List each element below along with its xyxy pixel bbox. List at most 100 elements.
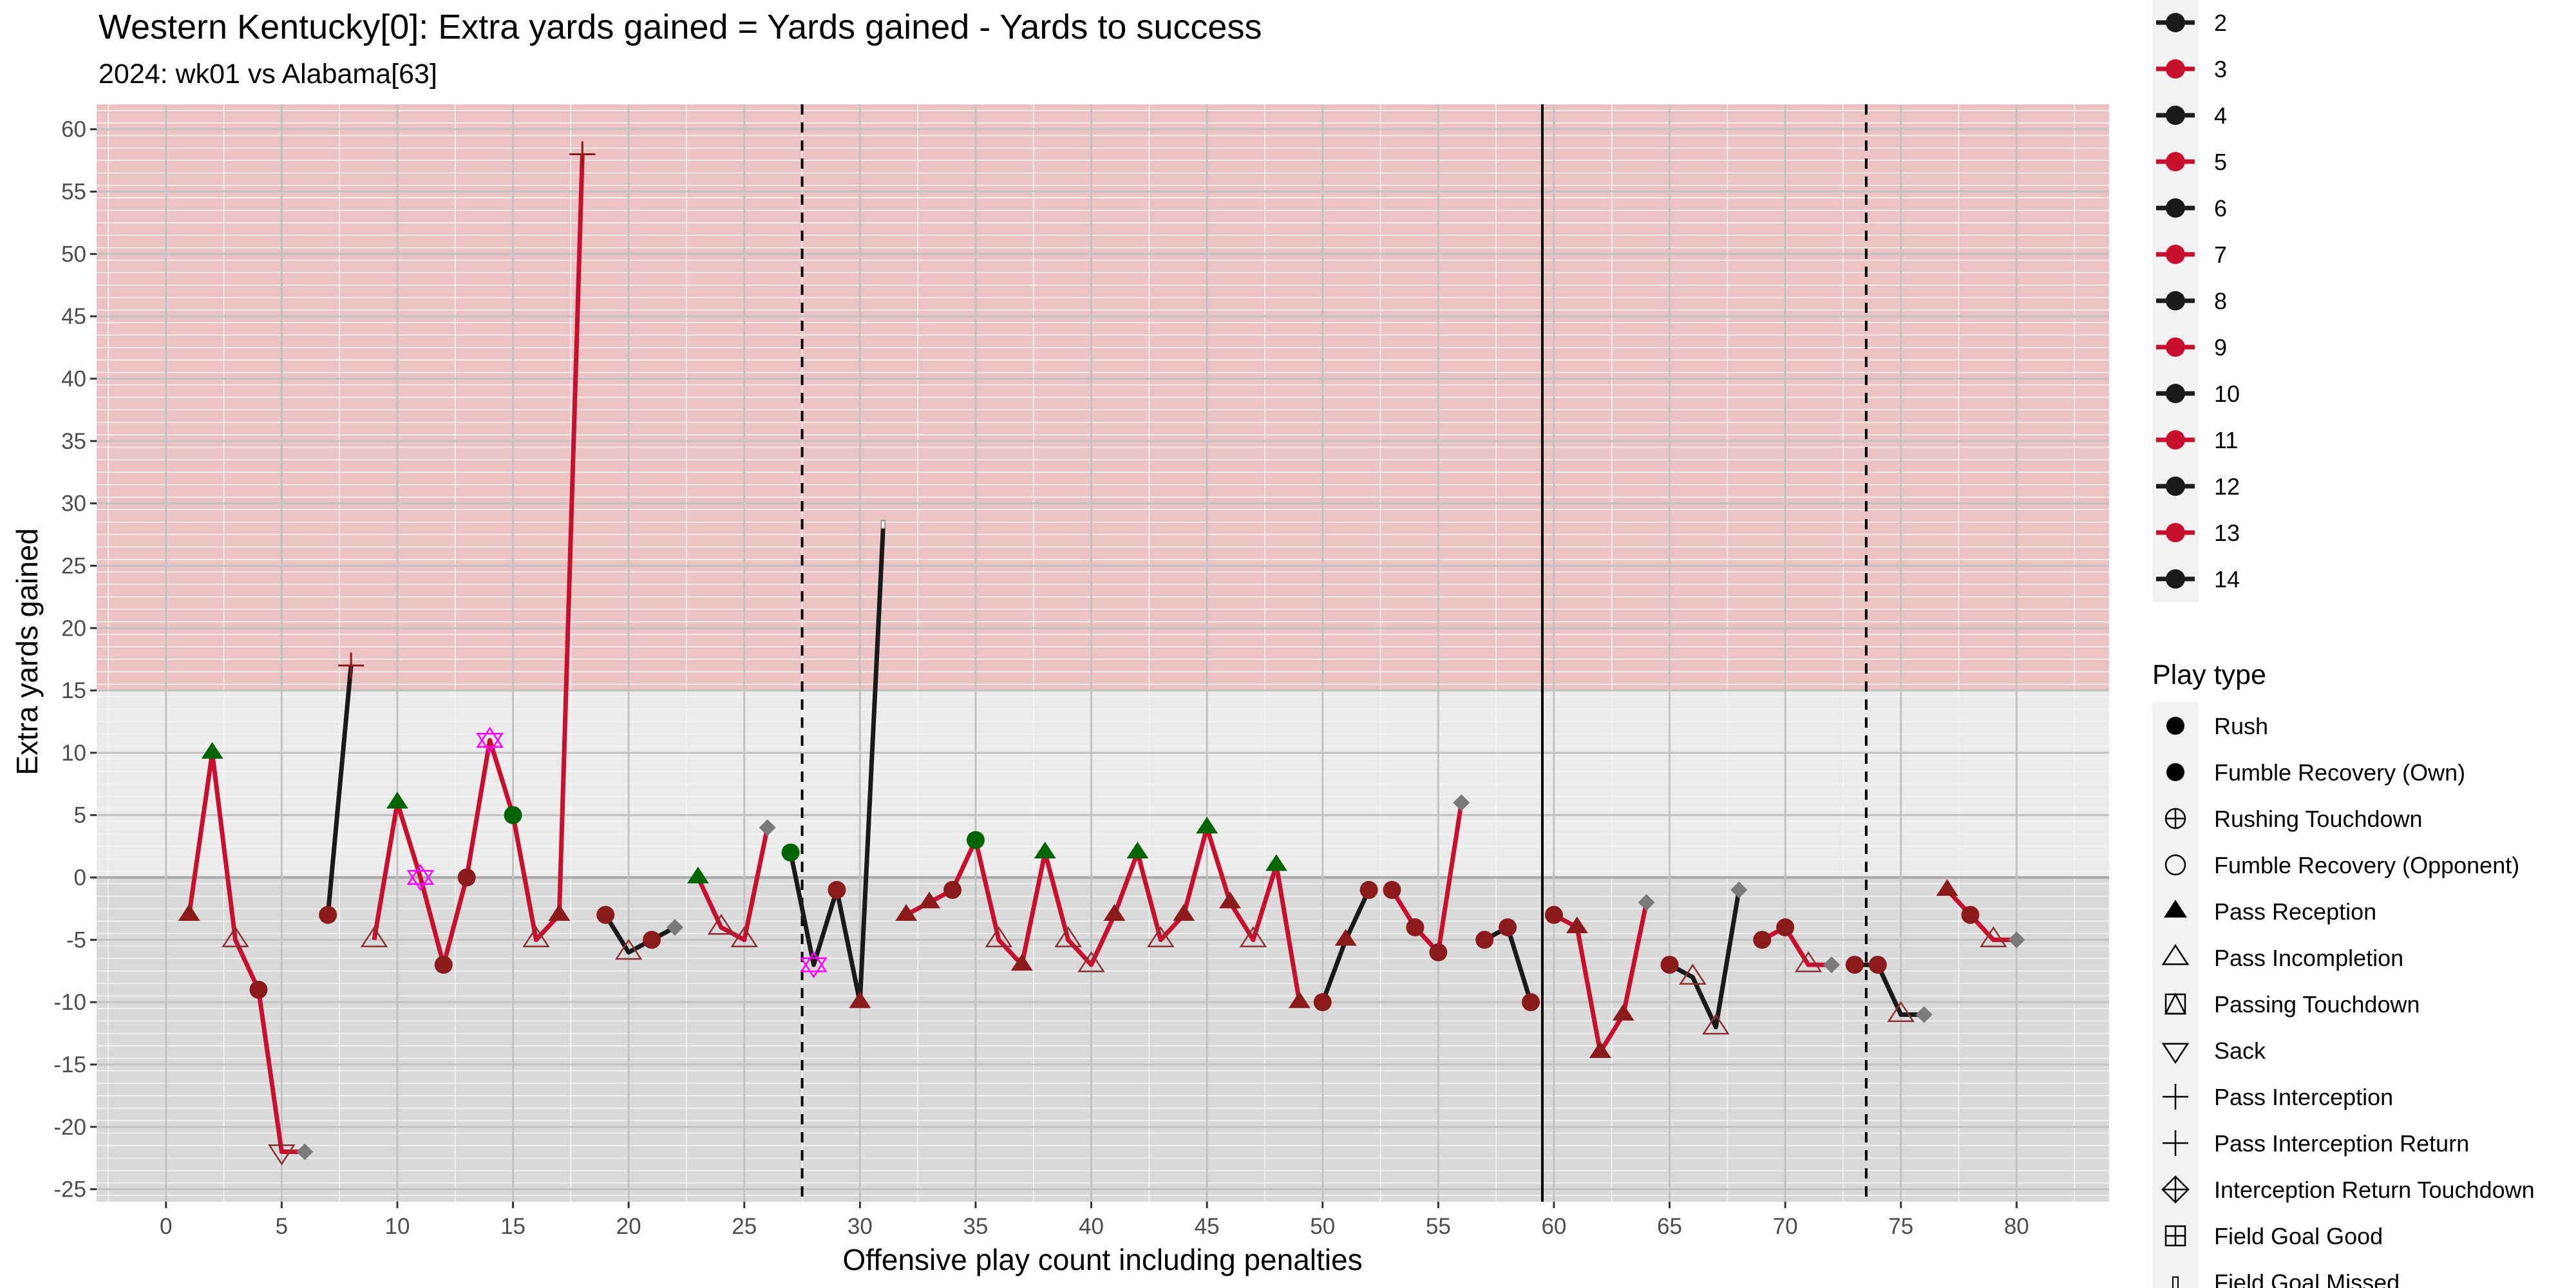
data-point-field-goal-missed	[880, 520, 886, 529]
data-point-rush	[1776, 918, 1795, 936]
data-point-pass-incompletion	[1887, 1001, 1915, 1023]
data-point-pass-incompletion	[707, 913, 735, 935]
data-point	[434, 956, 453, 974]
legend-playtype-label: Fumble Recovery (Opponent)	[2214, 852, 2519, 878]
data-point	[614, 938, 643, 960]
data-point-pass-reception	[1126, 841, 1149, 858]
data-point-pass-incompletion	[1054, 926, 1082, 947]
data-point-rush	[1475, 931, 1494, 949]
drive-line	[603, 913, 676, 955]
data-point	[918, 891, 941, 909]
x-axis: 0 5 10 15 20 25 30 35 40 45 50 55 60 65 70 75 80	[160, 1202, 2029, 1239]
data-point	[1265, 854, 1287, 871]
legend-playtype-key	[2166, 717, 2184, 735]
data-point	[319, 905, 337, 924]
data-point	[1936, 879, 1958, 896]
y-tick-label: -5	[66, 927, 86, 952]
legend-playtype-label: Pass Interception Return	[2214, 1130, 2469, 1157]
data-point-pass-incompletion	[1077, 951, 1105, 972]
data-point-pass-reception	[895, 904, 918, 921]
data-point	[1887, 1001, 1915, 1023]
drive-line	[1761, 925, 1832, 967]
data-point	[1544, 905, 1563, 924]
data-point	[1794, 951, 1823, 972]
legend-playtype-label: Rush	[2214, 713, 2268, 739]
y-tick-label: 25	[61, 553, 86, 578]
data-point-other	[1730, 881, 1748, 898]
legend-playtype: Play type Rush Fumble Recovery (Own) Rushi…	[2152, 659, 2535, 1288]
data-point-penalty	[406, 864, 435, 886]
data-point-pass-incompletion	[222, 926, 249, 947]
data-point	[1146, 926, 1175, 947]
legend-playtype-key	[2163, 1084, 2188, 1110]
data-point	[781, 843, 800, 862]
data-point-other	[1823, 956, 1840, 974]
data-point-rush	[319, 905, 337, 924]
legend-playtype-key	[2161, 1175, 2190, 1204]
x-tick-label: 0	[160, 1214, 172, 1239]
legend-drive-key-dot	[2166, 477, 2185, 496]
legend-playtype-key	[2161, 943, 2190, 965]
data-point	[1845, 956, 1864, 974]
data-point-rush	[1544, 905, 1563, 924]
data-point	[1702, 1013, 1730, 1035]
legend-drive-label: 7	[2214, 242, 2227, 268]
data-point-pass-reception	[687, 866, 709, 884]
y-tick-label: 35	[61, 429, 86, 454]
data-point-pass-reception	[1173, 904, 1195, 921]
data-point	[548, 904, 571, 921]
data-point-rush	[1845, 956, 1864, 974]
data-point-pass-reception	[1936, 879, 1958, 896]
data-point-rush	[781, 843, 800, 862]
chart-subtitle: 2024: wk01 vs Alabama[63]	[99, 59, 437, 90]
legend-drive-key-dot	[2166, 291, 2185, 310]
data-point-penalty	[800, 957, 828, 979]
data-point	[985, 926, 1013, 947]
data-point-pass-incompletion	[730, 926, 759, 947]
data-point	[1679, 963, 1707, 985]
data-point-rush	[1406, 918, 1425, 936]
legend-drive-label: 14	[2214, 566, 2240, 592]
y-tick-label: 55	[61, 180, 86, 205]
data-point	[1638, 894, 1655, 911]
data-point	[1660, 956, 1679, 974]
data-point	[643, 931, 661, 949]
data-point	[1239, 926, 1267, 947]
data-point	[730, 926, 759, 947]
data-point	[569, 141, 596, 167]
data-point	[1522, 993, 1540, 1012]
data-point	[1054, 926, 1082, 947]
data-point	[1961, 905, 1980, 924]
x-tick-label: 10	[384, 1214, 410, 1239]
data-point-rush	[1383, 880, 1401, 899]
x-tick-label: 75	[1888, 1214, 1913, 1239]
legend-playtype-label: Pass Interception	[2214, 1084, 2393, 1110]
y-tick-label: 20	[61, 616, 86, 641]
data-point-pass-reception	[849, 991, 871, 1009]
data-point	[1334, 929, 1357, 946]
data-point-rush	[457, 868, 476, 887]
data-point-rush	[643, 931, 661, 949]
data-point	[1753, 931, 1772, 949]
data-point-penalty	[476, 733, 504, 754]
y-axis: -25 -20 -15 -10 -5 0 5 10 15 20 25 30 35 40 45 50 55 60	[53, 117, 97, 1202]
data-point-pass-reception	[1103, 904, 1126, 921]
data-point	[828, 880, 846, 899]
data-point	[1173, 904, 1195, 921]
data-point	[800, 951, 828, 979]
legend-playtype-key	[2163, 1130, 2188, 1156]
data-point-other	[1638, 894, 1655, 911]
data-point-pass-incompletion	[1980, 926, 2007, 947]
data-point	[1219, 891, 1242, 909]
x-tick-label: 40	[1079, 1214, 1104, 1239]
data-point-other	[666, 919, 683, 936]
x-tick-label: 60	[1541, 1214, 1566, 1239]
legend-playtype-label: Interception Return Touchdown	[2214, 1177, 2535, 1203]
data-point-other	[759, 819, 776, 837]
data-point-penalty	[406, 870, 435, 891]
y-tick-label: 50	[61, 242, 86, 267]
plot-area	[97, 104, 2109, 1202]
legend-drive-key-dot	[2166, 106, 2185, 125]
data-point-pass-reception	[1010, 954, 1033, 971]
data-point-pass-incompletion	[1146, 926, 1175, 947]
